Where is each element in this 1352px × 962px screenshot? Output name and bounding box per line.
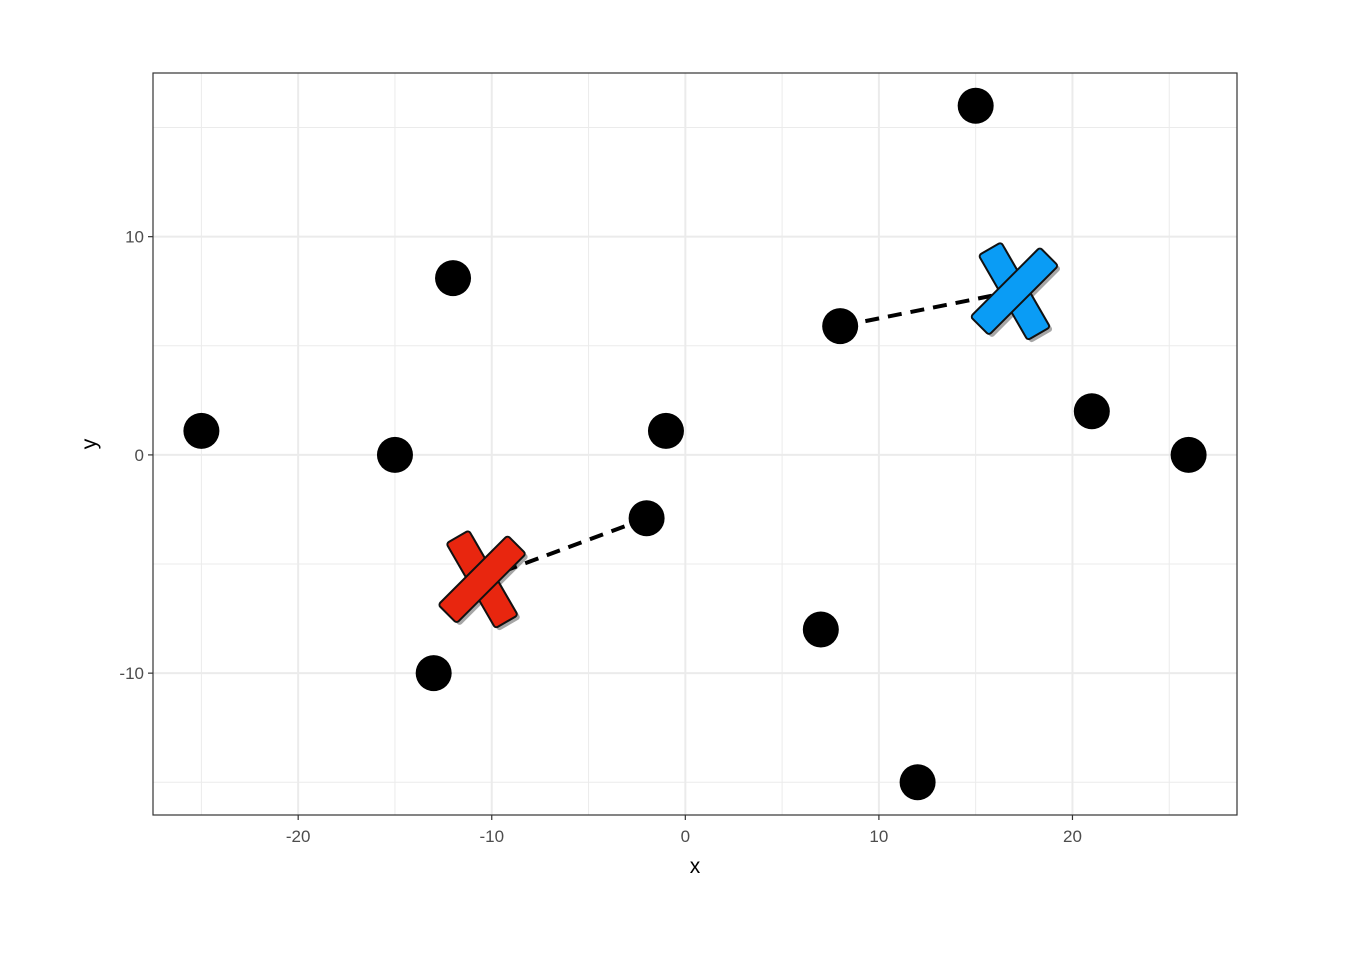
data-point xyxy=(802,611,839,648)
data-point xyxy=(183,412,220,449)
centroid-link-line xyxy=(839,289,1015,329)
x-axis-title: x xyxy=(690,855,701,878)
centroid-x-stroke xyxy=(438,535,526,623)
data-point xyxy=(822,308,859,345)
data-point xyxy=(957,87,994,124)
x-tick-label: -20 xyxy=(286,827,311,846)
centroid-x-marker xyxy=(970,242,1060,343)
y-axis-title: y xyxy=(78,438,101,449)
data-point xyxy=(647,412,684,449)
data-point xyxy=(1073,393,1110,430)
data-point xyxy=(376,436,413,473)
x-tick-label: 10 xyxy=(869,827,888,846)
panel-border xyxy=(152,72,1238,816)
centroid-x-marker xyxy=(438,530,528,631)
y-tick-label: 0 xyxy=(135,446,144,465)
panel-background xyxy=(153,73,1237,815)
data-point xyxy=(435,260,472,297)
grid-lines xyxy=(153,73,1237,815)
x-tick-label: 0 xyxy=(681,827,690,846)
y-tick-label: -10 xyxy=(119,664,144,683)
x-axis-ticks: -20 -10 0 10 20 xyxy=(286,815,1082,846)
data-point xyxy=(628,500,665,537)
centroid-x-stroke xyxy=(970,247,1058,335)
y-axis-ticks: -10 0 10 xyxy=(119,228,153,683)
data-point xyxy=(415,655,452,692)
data-point xyxy=(899,764,936,801)
x-tick-label: 20 xyxy=(1063,827,1082,846)
data-points xyxy=(183,87,1207,801)
x-tick-label: -10 xyxy=(479,827,504,846)
y-tick-label: 10 xyxy=(125,228,144,247)
data-point xyxy=(1170,436,1207,473)
centroid-markers xyxy=(438,242,1060,631)
